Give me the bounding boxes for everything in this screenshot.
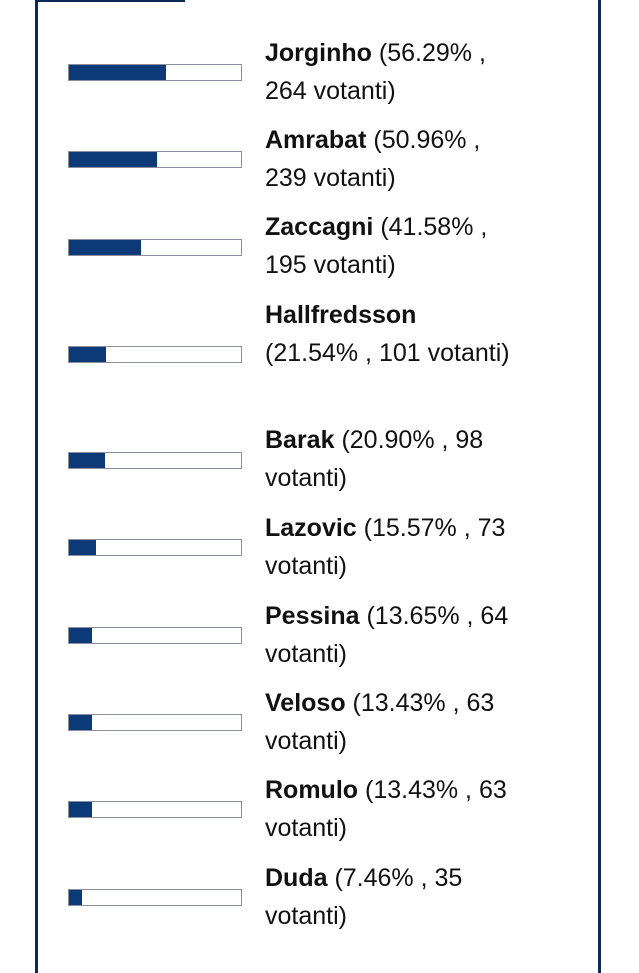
percentage-bar <box>68 151 242 168</box>
percentage-bar-fill <box>69 65 166 80</box>
result-label: Romulo (13.43% , 63 votanti) <box>265 771 510 847</box>
vote-stats: (50.96% , 239 votanti) <box>265 126 481 192</box>
vote-stats: (41.58% , 195 votanti) <box>265 213 488 279</box>
vote-stats: (21.54% , 101 votanti) <box>265 339 510 367</box>
vote-stats: (13.43% , 63 votanti) <box>265 689 495 755</box>
result-label: Barak (20.90% , 98 votanti) <box>265 421 510 497</box>
percentage-bar <box>68 539 242 556</box>
result-label: Amrabat (50.96% , 239 votanti) <box>265 121 510 197</box>
percentage-bar-fill <box>69 802 93 817</box>
vote-stats: (13.43% , 63 votanti) <box>265 776 507 842</box>
result-label: Jorginho (56.29% , 264 votanti) <box>265 34 510 110</box>
player-name: Pessina <box>265 602 360 630</box>
player-name: Zaccagni <box>265 213 374 241</box>
result-label: Zaccagni (41.58% , 195 votanti) <box>265 208 510 284</box>
vote-stats: (20.90% , 98 votanti) <box>265 426 484 492</box>
percentage-bar-fill <box>69 152 157 167</box>
percentage-bar <box>68 801 242 818</box>
player-name: Amrabat <box>265 126 367 154</box>
vote-stats: (56.29% , 264 votanti) <box>265 39 486 105</box>
poll-container <box>35 0 601 973</box>
player-name: Veloso <box>265 689 346 717</box>
player-name: Lazovic <box>265 514 357 542</box>
player-name: Barak <box>265 426 335 454</box>
percentage-bar-fill <box>69 628 93 643</box>
percentage-bar <box>68 627 242 644</box>
percentage-bar <box>68 239 242 256</box>
result-label: Duda (7.46% , 35 votanti) <box>265 859 510 935</box>
percentage-bar <box>68 64 242 81</box>
vote-stats: (7.46% , 35 votanti) <box>265 864 463 930</box>
percentage-bar-fill <box>69 453 105 468</box>
result-label: Pessina (13.65% , 64 votanti) <box>265 597 510 673</box>
result-label: Veloso (13.43% , 63 votanti) <box>265 684 510 760</box>
percentage-bar <box>68 889 242 906</box>
percentage-bar <box>68 452 242 469</box>
player-name: Duda <box>265 864 328 892</box>
result-label: Lazovic (15.57% , 73 votanti) <box>265 509 510 585</box>
percentage-bar <box>68 714 242 731</box>
percentage-bar <box>68 346 242 363</box>
percentage-bar-fill <box>69 347 107 362</box>
player-name: Jorginho <box>265 39 372 67</box>
percentage-bar-fill <box>69 240 141 255</box>
player-name: Romulo <box>265 776 359 804</box>
vote-stats: (15.57% , 73 votanti) <box>265 514 506 580</box>
percentage-bar-fill <box>69 540 96 555</box>
player-name: Hallfredsson <box>265 301 417 329</box>
percentage-bar-fill <box>69 890 82 905</box>
result-label: Hallfredsson (21.54% , 101 votanti) <box>265 296 510 372</box>
percentage-bar-fill <box>69 715 93 730</box>
vote-stats: (13.65% , 64 votanti) <box>265 602 509 668</box>
top-divider <box>38 0 185 2</box>
